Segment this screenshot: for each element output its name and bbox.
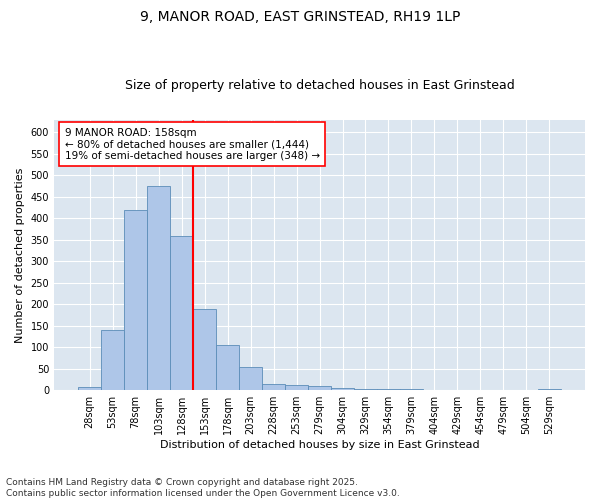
Text: 9 MANOR ROAD: 158sqm
← 80% of detached houses are smaller (1,444)
19% of semi-de: 9 MANOR ROAD: 158sqm ← 80% of detached h… — [65, 128, 320, 161]
Bar — [78, 387, 101, 390]
Y-axis label: Number of detached properties: Number of detached properties — [15, 167, 25, 342]
Text: 9, MANOR ROAD, EAST GRINSTEAD, RH19 1LP: 9, MANOR ROAD, EAST GRINSTEAD, RH19 1LP — [140, 10, 460, 24]
Bar — [285, 385, 308, 390]
Bar — [239, 366, 262, 390]
Bar — [124, 210, 147, 390]
Bar — [147, 186, 170, 390]
Bar — [193, 308, 216, 390]
Title: Size of property relative to detached houses in East Grinstead: Size of property relative to detached ho… — [125, 79, 514, 92]
Bar — [354, 389, 377, 390]
X-axis label: Distribution of detached houses by size in East Grinstead: Distribution of detached houses by size … — [160, 440, 479, 450]
Bar — [331, 388, 354, 390]
Text: Contains HM Land Registry data © Crown copyright and database right 2025.
Contai: Contains HM Land Registry data © Crown c… — [6, 478, 400, 498]
Bar — [170, 236, 193, 390]
Bar — [216, 345, 239, 390]
Bar — [538, 389, 561, 390]
Bar — [262, 384, 285, 390]
Bar — [308, 386, 331, 390]
Bar — [101, 330, 124, 390]
